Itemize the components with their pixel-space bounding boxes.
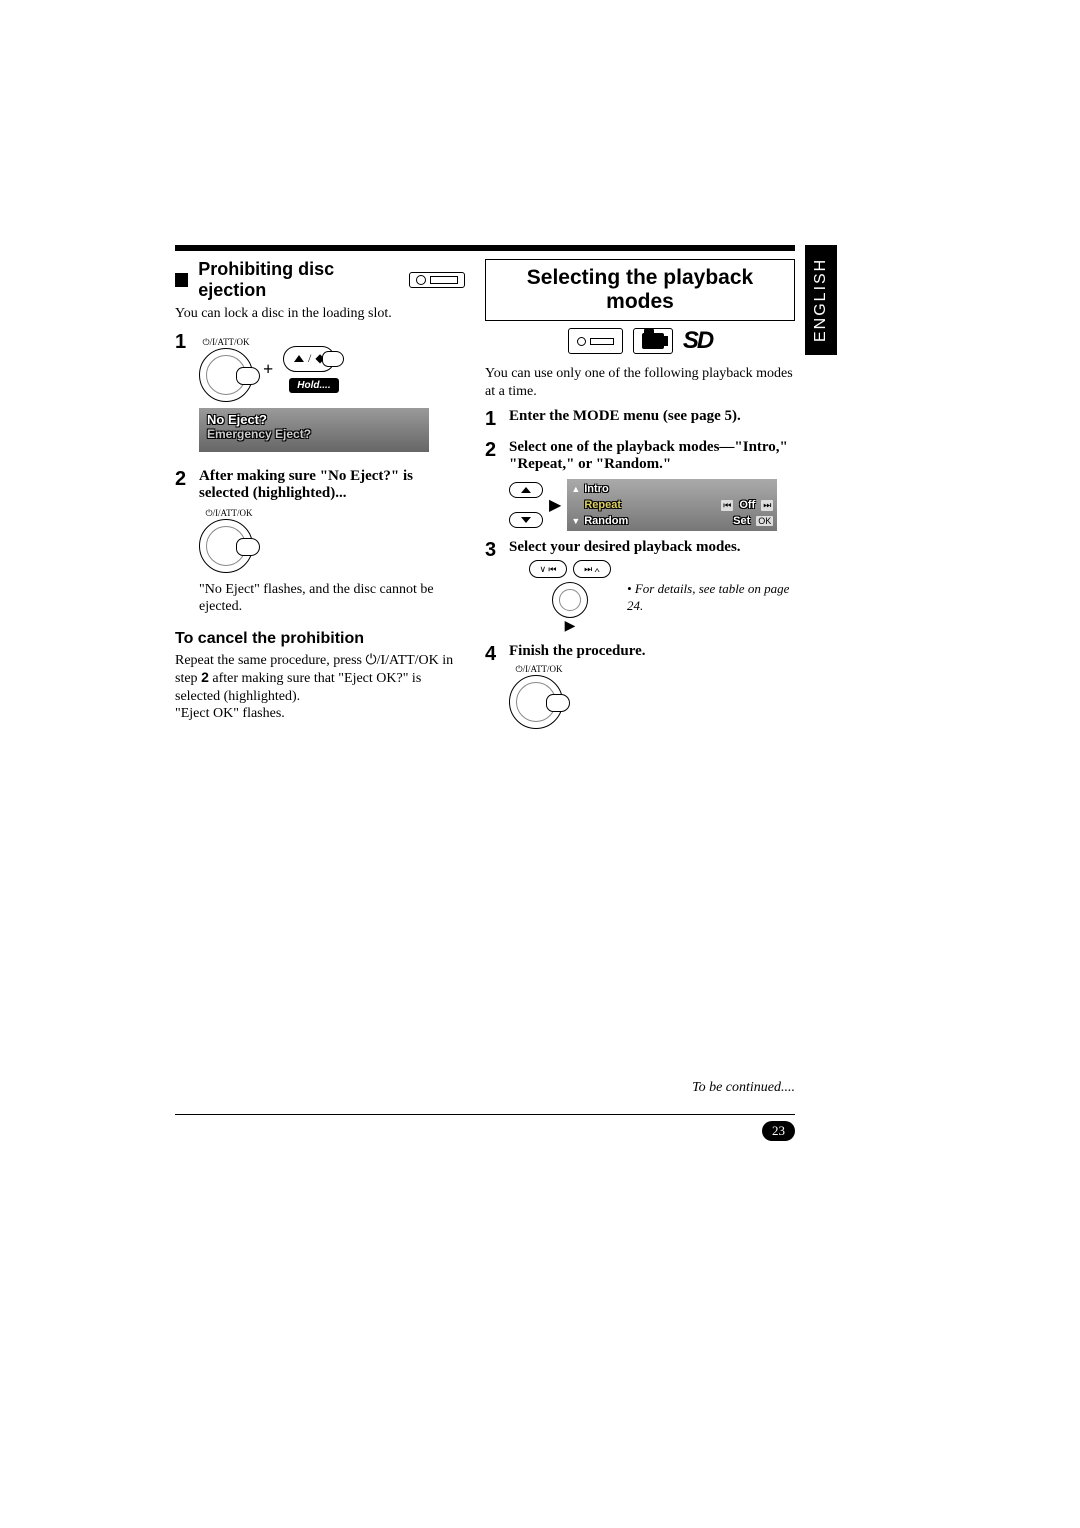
left-step-1: 1 ⏻/I/ATT/OK + /◆ Hold. — [175, 331, 465, 460]
arrow-right-icon: ▶ — [565, 618, 576, 635]
left-step-2: 2 After making sure "No Eject?" is selec… — [175, 468, 465, 616]
eject-button-diagram: /◆ Hold.... — [283, 346, 338, 393]
mode-intro-label: Intro — [584, 483, 608, 495]
knob-label: ⏻/I/ATT/OK — [199, 337, 253, 348]
cancel-text: Repeat the same procedure, press ⏻/I/ATT… — [175, 652, 465, 706]
up-button-icon — [509, 482, 543, 498]
media-type-icons: SD — [485, 327, 795, 355]
step-2-text: Select one of the playback modes—"Intro,… — [509, 439, 795, 473]
knob-diagram-2: ⏻/I/ATT/OK — [199, 508, 465, 573]
step-number: 4 — [485, 643, 503, 666]
left-heading: Prohibiting disc ejection — [198, 259, 395, 301]
left-intro: You can lock a disc in the loading slot. — [175, 305, 465, 323]
set-label: Set — [733, 515, 750, 527]
folder-media-icon — [633, 328, 673, 354]
display-line-2: Emergency Eject? — [207, 427, 421, 441]
disc-slot-icon — [409, 272, 465, 288]
step-4-text: Finish the procedure. — [509, 643, 795, 660]
two-columns: Prohibiting disc ejection You can lock a… — [175, 259, 795, 729]
step-number: 1 — [485, 408, 503, 431]
right-intro: You can use only one of the following pl… — [485, 365, 795, 400]
step-number: 2 — [485, 439, 503, 462]
sd-icon: SD — [683, 327, 712, 355]
right-step-4: 4 Finish the procedure. ⏻/I/ATT/OK — [485, 643, 795, 729]
plus-icon: + — [263, 359, 273, 380]
heading-square-icon — [175, 273, 188, 287]
hold-label: Hold.... — [289, 378, 338, 393]
mode-repeat-label: Repeat — [584, 499, 621, 511]
step-number: 1 — [175, 331, 193, 354]
right-step-2: 2 Select one of the playback modes—"Intr… — [485, 439, 795, 531]
right-heading: Selecting the playback modes — [485, 259, 795, 321]
step-3-text: Select your desired playback modes. — [509, 539, 795, 556]
right-column: Selecting the playback modes SD You can … — [485, 259, 795, 729]
prev-track-button-icon: ∨ ⏮ — [529, 560, 567, 578]
up-down-buttons — [509, 482, 543, 528]
top-rule — [175, 245, 795, 251]
step-2-heading: After making sure "No Eject?" is selecte… — [199, 468, 465, 502]
left-column: Prohibiting disc ejection You can lock a… — [175, 259, 465, 729]
mode-random-label: Random — [584, 515, 628, 527]
cancel-heading: To cancel the prohibition — [175, 630, 465, 648]
left-heading-row: Prohibiting disc ejection — [175, 259, 465, 301]
arrow-right-icon: ▶ — [549, 495, 561, 515]
page-number: 23 — [175, 1121, 795, 1141]
down-button-icon — [509, 512, 543, 528]
next-track-button-icon: ⏭ ∧ — [573, 560, 611, 578]
prev-icon: ⏮ — [721, 500, 733, 511]
step-1-text: Enter the MODE menu (see page 5). — [509, 408, 795, 425]
eject-display: No Eject? Emergency Eject? — [199, 408, 429, 452]
right-step-1: 1 Enter the MODE menu (see page 5). — [485, 408, 795, 431]
knob-diagram: ⏻/I/ATT/OK — [199, 337, 253, 402]
manual-page: ENGLISH Prohibiting disc ejection You ca… — [175, 245, 795, 729]
language-tab: ENGLISH — [805, 245, 837, 355]
disc-icon — [568, 328, 623, 354]
to-be-continued: To be continued.... — [175, 1080, 795, 1096]
mode-off-label: Off — [739, 499, 755, 511]
knob-diagram-final: ⏻/I/ATT/OK — [509, 664, 795, 729]
step-3-note: • For details, see table on page 24. — [627, 581, 795, 614]
footer-rule — [175, 1114, 795, 1115]
cancel-result: "Eject OK" flashes. — [175, 705, 465, 723]
step-2-result: "No Eject" flashes, and the disc cannot … — [199, 581, 465, 616]
step-number: 3 — [485, 539, 503, 562]
right-step-3: 3 Select your desired playback modes. ∨ … — [485, 539, 795, 635]
step-number: 2 — [175, 468, 193, 491]
ok-badge: OK — [756, 516, 773, 526]
display-line-1: No Eject? — [207, 412, 421, 427]
mode-display: ▲Intro Repeat ⏮Off⏭ ▼Random SetOK — [567, 479, 777, 531]
next-icon: ⏭ — [761, 500, 773, 511]
page-footer: To be continued.... 23 — [175, 1080, 795, 1141]
